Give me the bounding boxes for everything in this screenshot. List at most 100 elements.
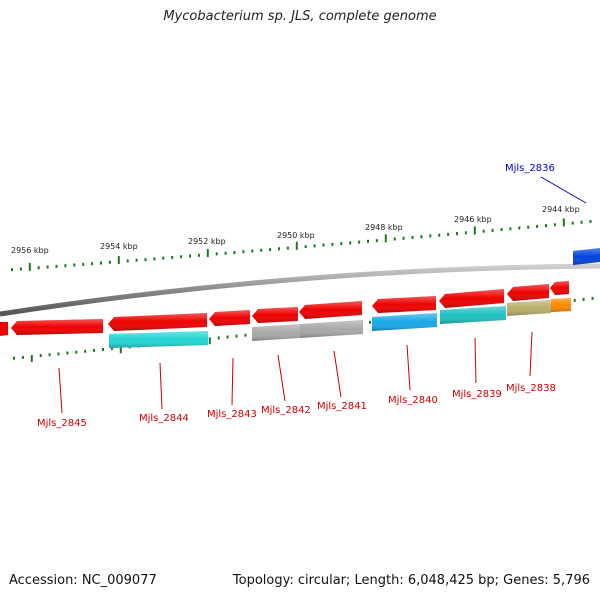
gene-mjls-2844[interactable] (108, 313, 207, 331)
outer-major-tick (206, 249, 209, 258)
outer-minor-tick (153, 257, 156, 261)
inner-minor-tick (102, 348, 104, 351)
connector-2842 (277, 354, 286, 402)
gene-mjls-2838[interactable] (507, 284, 549, 301)
outer-minor-tick (73, 263, 76, 267)
inner-minor-tick (39, 354, 42, 358)
outer-minor-tick (64, 264, 67, 268)
outer-minor-tick (135, 258, 138, 262)
outer-minor-tick (420, 235, 423, 239)
inner-minor-tick (110, 347, 113, 351)
outer-minor-tick (589, 220, 592, 223)
outer-minor-tick (260, 248, 263, 252)
outer-minor-tick (340, 242, 343, 246)
inner-major-tick (30, 355, 33, 362)
outer-minor-tick (242, 250, 245, 254)
outer-minor-tick (286, 246, 289, 250)
gene-label-mjls-2840[interactable]: Mjls_2840 (388, 395, 438, 406)
outer-minor-tick (464, 231, 467, 235)
gene-label-mjls-2845[interactable]: Mjls_2845 (37, 418, 87, 429)
outer-minor-tick (171, 256, 174, 259)
outer-minor-tick (358, 240, 361, 244)
outer-minor-tick (55, 264, 58, 268)
outer-minor-tick (375, 239, 378, 243)
outer-minor-tick (518, 226, 521, 230)
gene-label-mjls-2841[interactable]: Mjls_2841 (317, 401, 367, 412)
inner-minor-tick (369, 320, 371, 324)
connector-2839 (474, 337, 477, 384)
outer-tick-ring (11, 218, 592, 272)
gene-label-mjls-2839[interactable]: Mjls_2839 (452, 389, 502, 400)
outer-minor-tick (491, 228, 494, 232)
outer-minor-tick (571, 221, 574, 225)
outer-minor-tick (180, 255, 183, 259)
outer-minor-tick (500, 228, 503, 232)
scale-label-2950: 2950 kbp (277, 231, 315, 240)
outer-major-tick (117, 256, 120, 265)
gene-mjls-2841[interactable] (299, 301, 362, 319)
gene-small-red[interactable] (550, 281, 569, 295)
gene-label-mjls-2842[interactable]: Mjls_2842 (261, 405, 311, 416)
outer-minor-tick (349, 241, 352, 245)
outer-minor-tick (82, 262, 85, 266)
gene-mjls-2836[interactable] (573, 248, 600, 265)
outer-minor-tick (46, 265, 49, 269)
inner-minor-tick (235, 334, 238, 338)
feature-teal-2839[interactable] (440, 306, 506, 324)
gene-label-mjls-2838[interactable]: Mjls_2838 (506, 383, 556, 394)
gene-mjls-2845[interactable] (11, 319, 103, 335)
gene-mjls-2843[interactable] (209, 310, 250, 326)
feature-orange[interactable] (551, 298, 571, 312)
inner-minor-tick (21, 355, 24, 359)
feature-olive-2838[interactable] (507, 300, 551, 316)
outer-minor-tick (402, 236, 405, 240)
outer-minor-tick (393, 237, 396, 241)
outer-minor-tick (536, 224, 539, 228)
scale-label-2946: 2946 kbp (454, 215, 492, 224)
outer-minor-tick (438, 233, 441, 237)
gene-label-mjls-2844[interactable]: Mjls_2844 (139, 413, 189, 424)
feature-gray-2842[interactable] (252, 324, 300, 341)
outer-major-tick (473, 226, 476, 235)
inner-minor-tick (582, 297, 585, 301)
connector-2841 (333, 350, 342, 398)
inner-minor-tick (48, 353, 51, 357)
outer-minor-tick (545, 224, 547, 228)
outer-minor-tick (189, 254, 191, 258)
inner-minor-tick (66, 351, 69, 355)
feature-gray-2841[interactable] (300, 320, 363, 338)
gene-partial-left[interactable] (0, 322, 8, 336)
outer-minor-tick (215, 252, 218, 256)
gene-label-mjls-2843[interactable]: Mjls_2843 (207, 409, 257, 420)
feature-blue-2840[interactable] (372, 313, 437, 331)
outer-minor-tick (251, 249, 254, 253)
outer-minor-tick (313, 244, 316, 248)
connector-2840 (406, 344, 411, 391)
outer-minor-tick (144, 258, 147, 262)
outer-major-tick (28, 262, 31, 271)
outer-minor-tick (482, 229, 485, 233)
gene-label-mjls-2836[interactable]: Mjls_2836 (505, 163, 555, 174)
gene-mjls-2842[interactable] (252, 307, 298, 323)
outer-minor-tick (411, 236, 414, 239)
outer-minor-tick (19, 267, 22, 271)
gene-mjls-2839[interactable] (439, 289, 504, 308)
accession-text: Accession: NC_009077 (9, 573, 157, 588)
scale-label-2954: 2954 kbp (100, 242, 138, 251)
outer-minor-tick (527, 225, 530, 229)
outer-minor-tick (100, 261, 102, 265)
outer-minor-tick (108, 260, 111, 264)
genome-backbone (0, 263, 600, 317)
gene-mjls-2840[interactable] (372, 296, 436, 313)
outer-minor-tick (11, 268, 13, 272)
outer-minor-tick (367, 239, 369, 243)
outer-minor-tick (553, 223, 556, 227)
outer-minor-tick (224, 251, 227, 255)
connector-2838 (529, 331, 533, 377)
inner-minor-tick (226, 335, 229, 339)
feature-cyan-2844[interactable] (109, 331, 208, 348)
scale-label-2944: 2944 kbp (542, 205, 580, 214)
connector-2845 (58, 367, 63, 414)
outer-minor-tick (37, 266, 40, 270)
